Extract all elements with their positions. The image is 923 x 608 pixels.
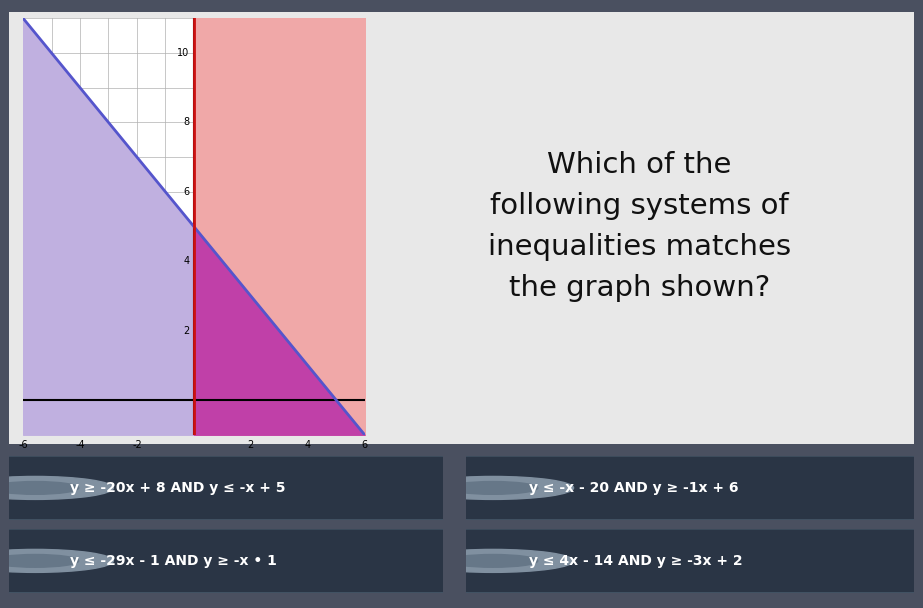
Circle shape (413, 477, 573, 499)
Text: y ≤ -29x - 1 AND y ≥ -x • 1: y ≤ -29x - 1 AND y ≥ -x • 1 (70, 554, 277, 568)
Text: 6: 6 (184, 187, 189, 197)
Text: 2: 2 (184, 326, 189, 336)
Text: 4: 4 (184, 256, 189, 266)
Text: y ≥ -20x + 8 AND y ≤ -x + 5: y ≥ -20x + 8 AND y ≤ -x + 5 (70, 481, 285, 495)
Text: 6: 6 (362, 440, 367, 450)
Text: 8: 8 (184, 117, 189, 127)
FancyBboxPatch shape (449, 529, 923, 593)
FancyBboxPatch shape (449, 456, 923, 520)
Text: 4: 4 (305, 440, 311, 450)
Text: -2: -2 (132, 440, 142, 450)
Circle shape (413, 550, 573, 572)
Circle shape (449, 482, 538, 494)
Circle shape (0, 550, 114, 572)
Text: Which of the
following systems of
inequalities matches
the graph shown?: Which of the following systems of inequa… (487, 151, 791, 302)
Text: -4: -4 (75, 440, 85, 450)
FancyBboxPatch shape (0, 456, 461, 520)
Text: 10: 10 (177, 48, 189, 58)
Text: y ≤ -x - 20 AND y ≥ -1x + 6: y ≤ -x - 20 AND y ≥ -1x + 6 (529, 481, 738, 495)
Text: 2: 2 (247, 440, 254, 450)
FancyBboxPatch shape (0, 4, 923, 452)
Circle shape (0, 482, 78, 494)
Circle shape (0, 477, 114, 499)
Text: y ≤ 4x - 14 AND y ≥ -3x + 2: y ≤ 4x - 14 AND y ≥ -3x + 2 (529, 554, 742, 568)
Text: -6: -6 (18, 440, 28, 450)
Circle shape (0, 554, 78, 567)
FancyBboxPatch shape (0, 529, 461, 593)
Circle shape (449, 554, 538, 567)
